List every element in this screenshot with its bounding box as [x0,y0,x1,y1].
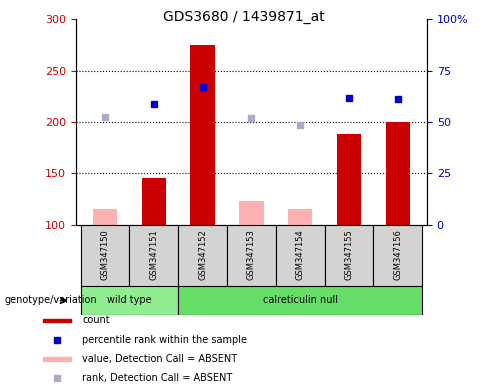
Bar [325,225,373,286]
Text: genotype/variation: genotype/variation [5,295,98,306]
Bar [142,179,166,225]
Bar [288,209,312,225]
Text: GSM347154: GSM347154 [296,229,305,280]
Bar [178,286,422,315]
Text: GDS3680 / 1439871_at: GDS3680 / 1439871_at [163,10,325,23]
Bar [42,319,71,322]
Bar [373,225,422,286]
Bar [190,45,215,225]
Text: GSM347155: GSM347155 [345,229,353,280]
Text: GSM347151: GSM347151 [149,229,158,280]
Bar [81,225,129,286]
Bar [178,225,227,286]
Bar [93,209,117,225]
Text: GSM347153: GSM347153 [247,229,256,280]
Text: GSM347152: GSM347152 [198,229,207,280]
Text: rank, Detection Call = ABSENT: rank, Detection Call = ABSENT [82,374,233,384]
Text: calreticulin null: calreticulin null [263,295,338,306]
Text: GSM347150: GSM347150 [101,229,109,280]
Bar [42,358,71,361]
Text: GSM347156: GSM347156 [393,229,402,280]
Bar [276,225,325,286]
Text: wild type: wild type [107,295,152,306]
Text: count: count [82,315,110,325]
Bar [386,122,410,225]
Bar [81,286,178,315]
Bar [129,225,178,286]
Text: percentile rank within the sample: percentile rank within the sample [82,335,247,345]
Bar [227,225,276,286]
Bar [239,201,264,225]
Bar [337,134,361,225]
Text: value, Detection Call = ABSENT: value, Detection Call = ABSENT [82,354,238,364]
